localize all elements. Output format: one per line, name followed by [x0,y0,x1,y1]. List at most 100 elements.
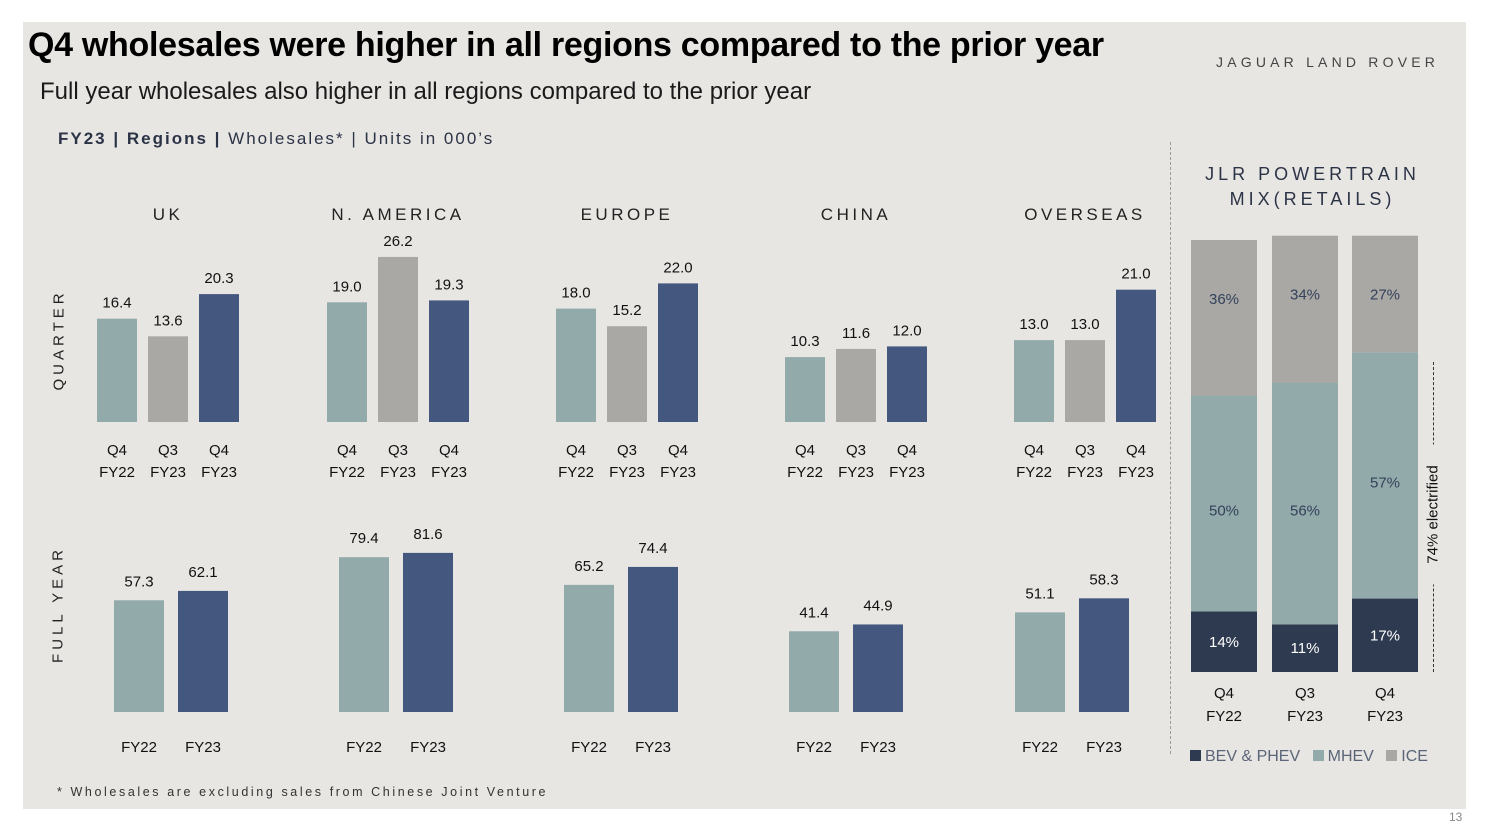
quarter-tick-fy-n-america-0: FY22 [329,464,365,481]
quarter-value-n-america-0: 19.0 [332,278,361,295]
quarter-tick-fy-europe-2: FY23 [660,464,696,481]
region-title-uk: UK [153,205,184,224]
quarter-tick-q-overseas-2: Q4 [1126,442,1146,459]
region-title-n-america: N. AMERICA [331,205,464,224]
fy-bar-n-america-0 [339,557,389,712]
quarter-bar-china-2 [887,346,927,422]
mix-label-ice-0: 36% [1209,291,1239,308]
fy-value-china-1: 44.9 [863,597,892,614]
wholesales-charts: UK 16.4 Q4 FY22 13.6 Q3 FY23 20.3 Q4 FY23 N. AMERI… [0,0,1486,833]
mix-label-mhev-2: 57% [1370,474,1400,491]
fy-value-n-america-0: 79.4 [349,530,378,547]
quarter-tick-fy-china-1: FY23 [838,464,874,481]
quarter-bar-n-america-1 [378,257,418,422]
fy-bar-n-america-1 [403,553,453,712]
quarter-bar-overseas-0 [1014,340,1054,422]
legend-item-ice: ICE [1386,748,1428,765]
quarter-tick-fy-n-america-2: FY23 [431,464,467,481]
page-number: 13 [1449,810,1462,824]
quarter-tick-q-china-0: Q4 [795,442,815,459]
quarter-bar-n-america-2 [429,300,469,422]
mix-label-bev-phev-2: 17% [1370,627,1400,644]
quarter-tick-fy-overseas-2: FY23 [1118,464,1154,481]
quarter-tick-fy-overseas-0: FY22 [1016,464,1052,481]
quarter-bar-uk-2 [199,294,239,422]
fy-tick-overseas-0: FY22 [1022,739,1058,756]
quarter-tick-q-china-1: Q3 [846,442,866,459]
region-title-europe: EUROPE [581,205,674,224]
powertrain-legend: BEV & PHEV MHEV ICE [1190,748,1436,766]
quarter-bar-europe-0 [556,309,596,422]
quarter-bar-uk-0 [97,319,137,422]
fy-tick-europe-1: FY23 [635,739,671,756]
quarter-value-n-america-2: 19.3 [434,276,463,293]
quarter-bar-overseas-2 [1116,290,1156,422]
quarter-value-europe-0: 18.0 [561,285,590,302]
quarter-tick-fy-china-2: FY23 [889,464,925,481]
quarter-tick-fy-uk-0: FY22 [99,464,135,481]
mix-tick-fy-2: FY23 [1367,708,1403,725]
quarter-tick-fy-uk-1: FY23 [150,464,186,481]
quarter-tick-q-n-america-1: Q3 [388,442,408,459]
quarter-value-uk-2: 20.3 [204,270,233,287]
quarter-tick-fy-uk-2: FY23 [201,464,237,481]
legend-label-ice: ICE [1401,748,1428,765]
mix-label-ice-2: 27% [1370,287,1400,304]
fy-value-n-america-1: 81.6 [413,526,442,543]
footnote: * Wholesales are excluding sales from Ch… [57,785,548,799]
quarter-bar-overseas-1 [1065,340,1105,422]
region-title-overseas: OVERSEAS [1024,205,1146,224]
legend-swatch-mhev [1313,750,1324,761]
quarter-tick-q-n-america-0: Q4 [337,442,357,459]
fy-value-overseas-0: 51.1 [1025,585,1054,602]
quarter-value-overseas-0: 13.0 [1019,316,1048,333]
mix-tick-q-0: Q4 [1214,685,1234,702]
quarter-tick-q-overseas-0: Q4 [1024,442,1044,459]
fy-bar-uk-1 [178,591,228,712]
mix-label-ice-1: 34% [1290,287,1320,304]
fy-value-europe-0: 65.2 [574,558,603,575]
fy-tick-uk-0: FY22 [121,739,157,756]
fy-value-uk-0: 57.3 [124,573,153,590]
quarter-value-uk-1: 13.6 [153,312,182,329]
quarter-tick-q-europe-0: Q4 [566,442,586,459]
quarter-tick-q-uk-0: Q4 [107,442,127,459]
fy-tick-n-america-0: FY22 [346,739,382,756]
fy-bar-china-1 [853,624,903,712]
quarter-tick-q-europe-2: Q4 [668,442,688,459]
fy-bar-europe-0 [564,585,614,712]
mix-label-mhev-0: 50% [1209,503,1239,520]
mix-segment-ice-0 [1191,240,1257,396]
mix-tick-fy-1: FY23 [1287,708,1323,725]
fy-tick-n-america-1: FY23 [410,739,446,756]
fy-bar-overseas-1 [1079,598,1129,712]
quarter-tick-fy-europe-0: FY22 [558,464,594,481]
fy-tick-europe-0: FY22 [571,739,607,756]
fy-tick-china-1: FY23 [860,739,896,756]
fy-value-uk-1: 62.1 [188,564,217,581]
quarter-tick-q-europe-1: Q3 [617,442,637,459]
region-title-china: CHINA [821,205,891,224]
quarter-tick-fy-china-0: FY22 [787,464,823,481]
quarter-value-china-1: 11.6 [842,325,870,342]
quarter-value-china-2: 12.0 [892,322,921,339]
quarter-bar-europe-1 [607,326,647,422]
legend-label-mhev: MHEV [1328,748,1374,765]
mix-tick-q-2: Q4 [1375,685,1395,702]
quarter-tick-q-overseas-1: Q3 [1075,442,1095,459]
mix-segment-ice-1 [1272,236,1338,383]
fy-value-china-0: 41.4 [799,604,828,621]
quarter-value-china-0: 10.3 [790,333,819,350]
quarter-bar-china-0 [785,357,825,422]
quarter-value-overseas-2: 21.0 [1121,266,1150,283]
legend-label-bev: BEV & PHEV [1205,748,1300,765]
fy-tick-uk-1: FY23 [185,739,221,756]
quarter-value-uk-0: 16.4 [102,295,131,312]
quarter-value-europe-2: 22.0 [663,259,692,276]
fy-value-europe-1: 74.4 [638,540,667,557]
quarter-bar-uk-1 [148,336,188,422]
fy-bar-overseas-0 [1015,612,1065,712]
quarter-tick-fy-n-america-1: FY23 [380,464,416,481]
quarter-bar-n-america-0 [327,302,367,422]
legend-swatch-bev [1190,750,1201,761]
